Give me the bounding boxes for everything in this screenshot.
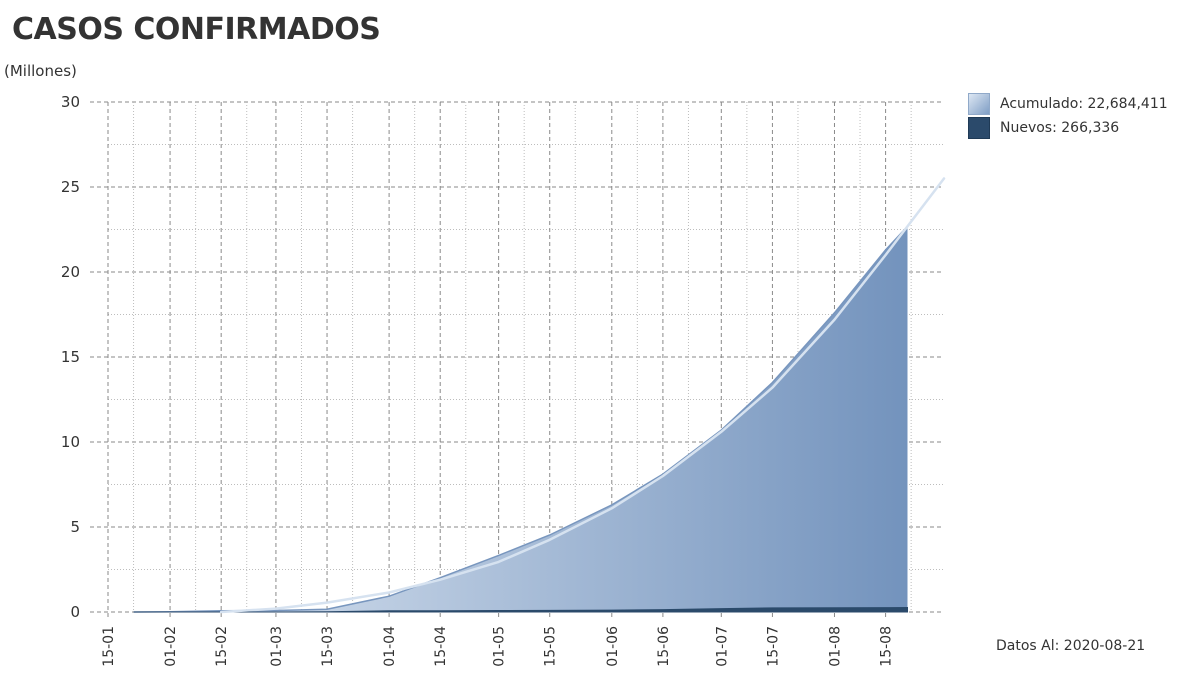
x-tick-label: 15-03 [320, 626, 336, 667]
y-axis: 0 5 10 15 20 25 30 [61, 93, 80, 621]
x-tick-label: 15-02 [214, 626, 230, 667]
y-axis-label: (Millones) [4, 62, 77, 80]
y-tick-label: 5 [70, 518, 80, 536]
x-tick-label: 01-02 [163, 626, 179, 667]
y-tick-label: 10 [61, 433, 80, 451]
x-tick-label: 15-07 [765, 626, 781, 667]
legend-label-nuevos: Nuevos: 266,336 [1000, 120, 1120, 136]
legend-item-nuevos[interactable]: Nuevos: 266,336 [968, 116, 1168, 140]
x-tick-label: 01-08 [827, 626, 843, 667]
x-tick-label: 01-03 [269, 626, 285, 667]
grid [90, 101, 944, 618]
legend-item-acumulado[interactable]: Acumulado: 22,684,411 [968, 92, 1168, 116]
x-tick-label: 15-08 [879, 626, 895, 667]
y-tick-label: 30 [61, 93, 80, 111]
plot-area [133, 177, 946, 614]
series-line-tendencia [219, 177, 946, 614]
legend: Acumulado: 22,684,411 Nuevos: 266,336 [968, 92, 1168, 140]
x-tick-label: 01-04 [382, 626, 398, 667]
y-tick-label: 15 [61, 348, 80, 366]
legend-swatch-nuevos [968, 117, 990, 139]
y-tick-label: 0 [70, 603, 80, 621]
data-date: Datos Al: 2020-08-21 [996, 638, 1146, 654]
chart-title: CASOS CONFIRMADOS [12, 12, 381, 47]
y-tick-label: 25 [61, 178, 80, 196]
legend-swatch-acumulado [968, 93, 990, 115]
series-area-acumulado [133, 226, 908, 612]
x-tick-label: 15-04 [433, 626, 449, 667]
x-tick-label: 01-07 [714, 626, 730, 667]
legend-label-acumulado: Acumulado: 22,684,411 [1000, 96, 1168, 112]
x-tick-label: 01-06 [605, 626, 621, 667]
x-tick-label: 15-01 [101, 626, 117, 667]
x-tick-label: 01-05 [492, 626, 508, 667]
y-tick-label: 20 [61, 263, 80, 281]
x-tick-label: 15-06 [656, 626, 672, 667]
x-tick-label: 15-05 [543, 626, 559, 667]
x-axis: 15-01 01-02 15-02 01-03 15-03 01-04 15-04 01-05… [101, 626, 895, 667]
